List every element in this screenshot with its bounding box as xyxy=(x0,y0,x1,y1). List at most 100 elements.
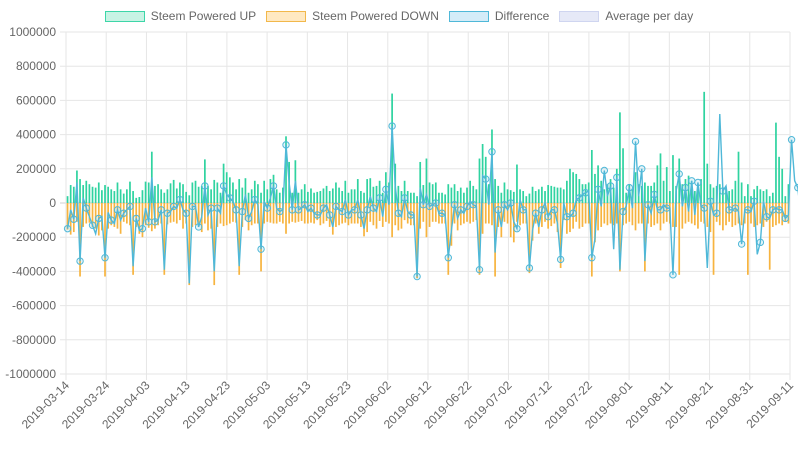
difference-point xyxy=(113,206,122,214)
difference-point xyxy=(307,204,315,212)
bar-powered-up xyxy=(644,182,646,203)
bar-powered-down xyxy=(260,203,262,272)
difference-point xyxy=(188,202,197,211)
bar-powered-up xyxy=(725,187,727,203)
bar-powered-up xyxy=(556,187,559,203)
bar-powered-up xyxy=(328,191,331,203)
bar-powered-up xyxy=(472,185,475,203)
difference-point xyxy=(413,272,421,281)
legend-item-average-per-day[interactable]: Average per day xyxy=(559,9,693,23)
bar-powered-up xyxy=(297,192,300,203)
bar-powered-down xyxy=(768,203,771,270)
bar-powered-up xyxy=(737,151,740,203)
difference-point xyxy=(194,223,203,231)
bar-powered-down xyxy=(175,203,178,224)
bar-powered-up xyxy=(113,191,116,203)
difference-point xyxy=(126,202,134,211)
bar-powered-up xyxy=(668,191,671,203)
difference-point xyxy=(775,206,783,214)
bar-powered-down xyxy=(76,203,78,222)
legend-item-powered-down[interactable]: Steem Powered DOWN xyxy=(266,9,439,23)
bar-powered-up xyxy=(706,163,709,203)
bar-powered-up xyxy=(740,182,743,203)
bar-powered-down xyxy=(104,203,106,277)
bar-powered-up xyxy=(375,185,378,203)
bar-powered-down xyxy=(459,203,462,226)
bar-powered-down xyxy=(740,203,743,226)
bar-powered-down xyxy=(431,203,434,222)
bar-powered-up xyxy=(537,189,540,203)
difference-point xyxy=(138,224,147,233)
bar-powered-up xyxy=(728,191,731,203)
bar-powered-down xyxy=(453,203,456,224)
bar-powered-up xyxy=(197,186,200,203)
bar-powered-down xyxy=(690,203,693,224)
bar-powered-down xyxy=(725,203,727,226)
y-tick-label: 1000000 xyxy=(9,25,56,39)
bar-powered-down xyxy=(278,203,281,222)
difference-point xyxy=(444,254,452,262)
difference-point xyxy=(563,212,571,221)
bar-powered-up xyxy=(653,182,656,203)
bar-powered-up xyxy=(169,183,172,203)
difference-point xyxy=(70,215,78,223)
bar-powered-up xyxy=(519,189,521,203)
bar-powered-up xyxy=(222,163,225,203)
difference-point xyxy=(669,271,677,279)
bar-powered-down xyxy=(113,203,116,227)
bar-powered-up xyxy=(450,187,453,203)
legend-label-average-per-day: Average per day xyxy=(605,9,694,23)
bar-powered-down xyxy=(197,203,200,227)
difference-point xyxy=(201,182,209,190)
bar-powered-up xyxy=(463,192,465,203)
bar-powered-down xyxy=(428,203,431,227)
difference-point xyxy=(644,201,652,209)
bar-powered-up xyxy=(397,185,400,203)
bar-powered-down xyxy=(784,203,787,222)
bar-powered-up xyxy=(444,194,447,203)
difference-point xyxy=(769,206,777,214)
bar-powered-up xyxy=(762,191,765,203)
bar-powered-down xyxy=(253,203,256,224)
bar-powered-down xyxy=(678,203,681,275)
bar-powered-down xyxy=(628,203,631,222)
bar-powered-up xyxy=(82,185,85,203)
difference-point xyxy=(82,204,90,212)
bar-powered-up xyxy=(378,180,381,203)
difference-point xyxy=(95,214,103,223)
bar-powered-up xyxy=(266,189,269,203)
difference-point xyxy=(613,173,621,182)
bar-powered-up xyxy=(634,172,637,203)
bar-powered-up xyxy=(116,182,119,203)
difference-point xyxy=(313,211,321,219)
difference-point xyxy=(350,206,359,214)
difference-point xyxy=(762,212,771,221)
bar-powered-up xyxy=(422,185,425,203)
bar-powered-down xyxy=(519,203,521,226)
bar-powered-up xyxy=(300,189,303,203)
bar-powered-down xyxy=(378,203,381,221)
bar-powered-up xyxy=(494,179,496,203)
bar-powered-up xyxy=(534,191,537,203)
legend-item-difference[interactable]: Difference xyxy=(448,9,549,23)
bar-powered-up xyxy=(718,184,721,203)
bar-powered-up xyxy=(784,196,787,203)
difference-point xyxy=(388,122,396,130)
y-tick-label: 600000 xyxy=(16,93,56,107)
difference-point xyxy=(663,204,671,212)
difference-point xyxy=(556,255,565,264)
bar-powered-down xyxy=(322,203,325,224)
bar-powered-up xyxy=(622,148,624,203)
difference-point xyxy=(494,206,502,214)
bar-powered-down xyxy=(672,203,674,227)
y-tick-label: -600000 xyxy=(12,299,56,313)
bar-powered-down xyxy=(469,203,471,224)
bar-powered-up xyxy=(135,197,138,203)
bar-powered-down xyxy=(556,203,559,233)
bar-powered-up xyxy=(787,184,790,203)
legend-item-powered-up[interactable]: Steem Powered UP xyxy=(104,9,256,23)
bar-powered-up xyxy=(79,179,81,203)
bar-powered-up xyxy=(528,193,531,203)
difference-point xyxy=(325,211,334,219)
